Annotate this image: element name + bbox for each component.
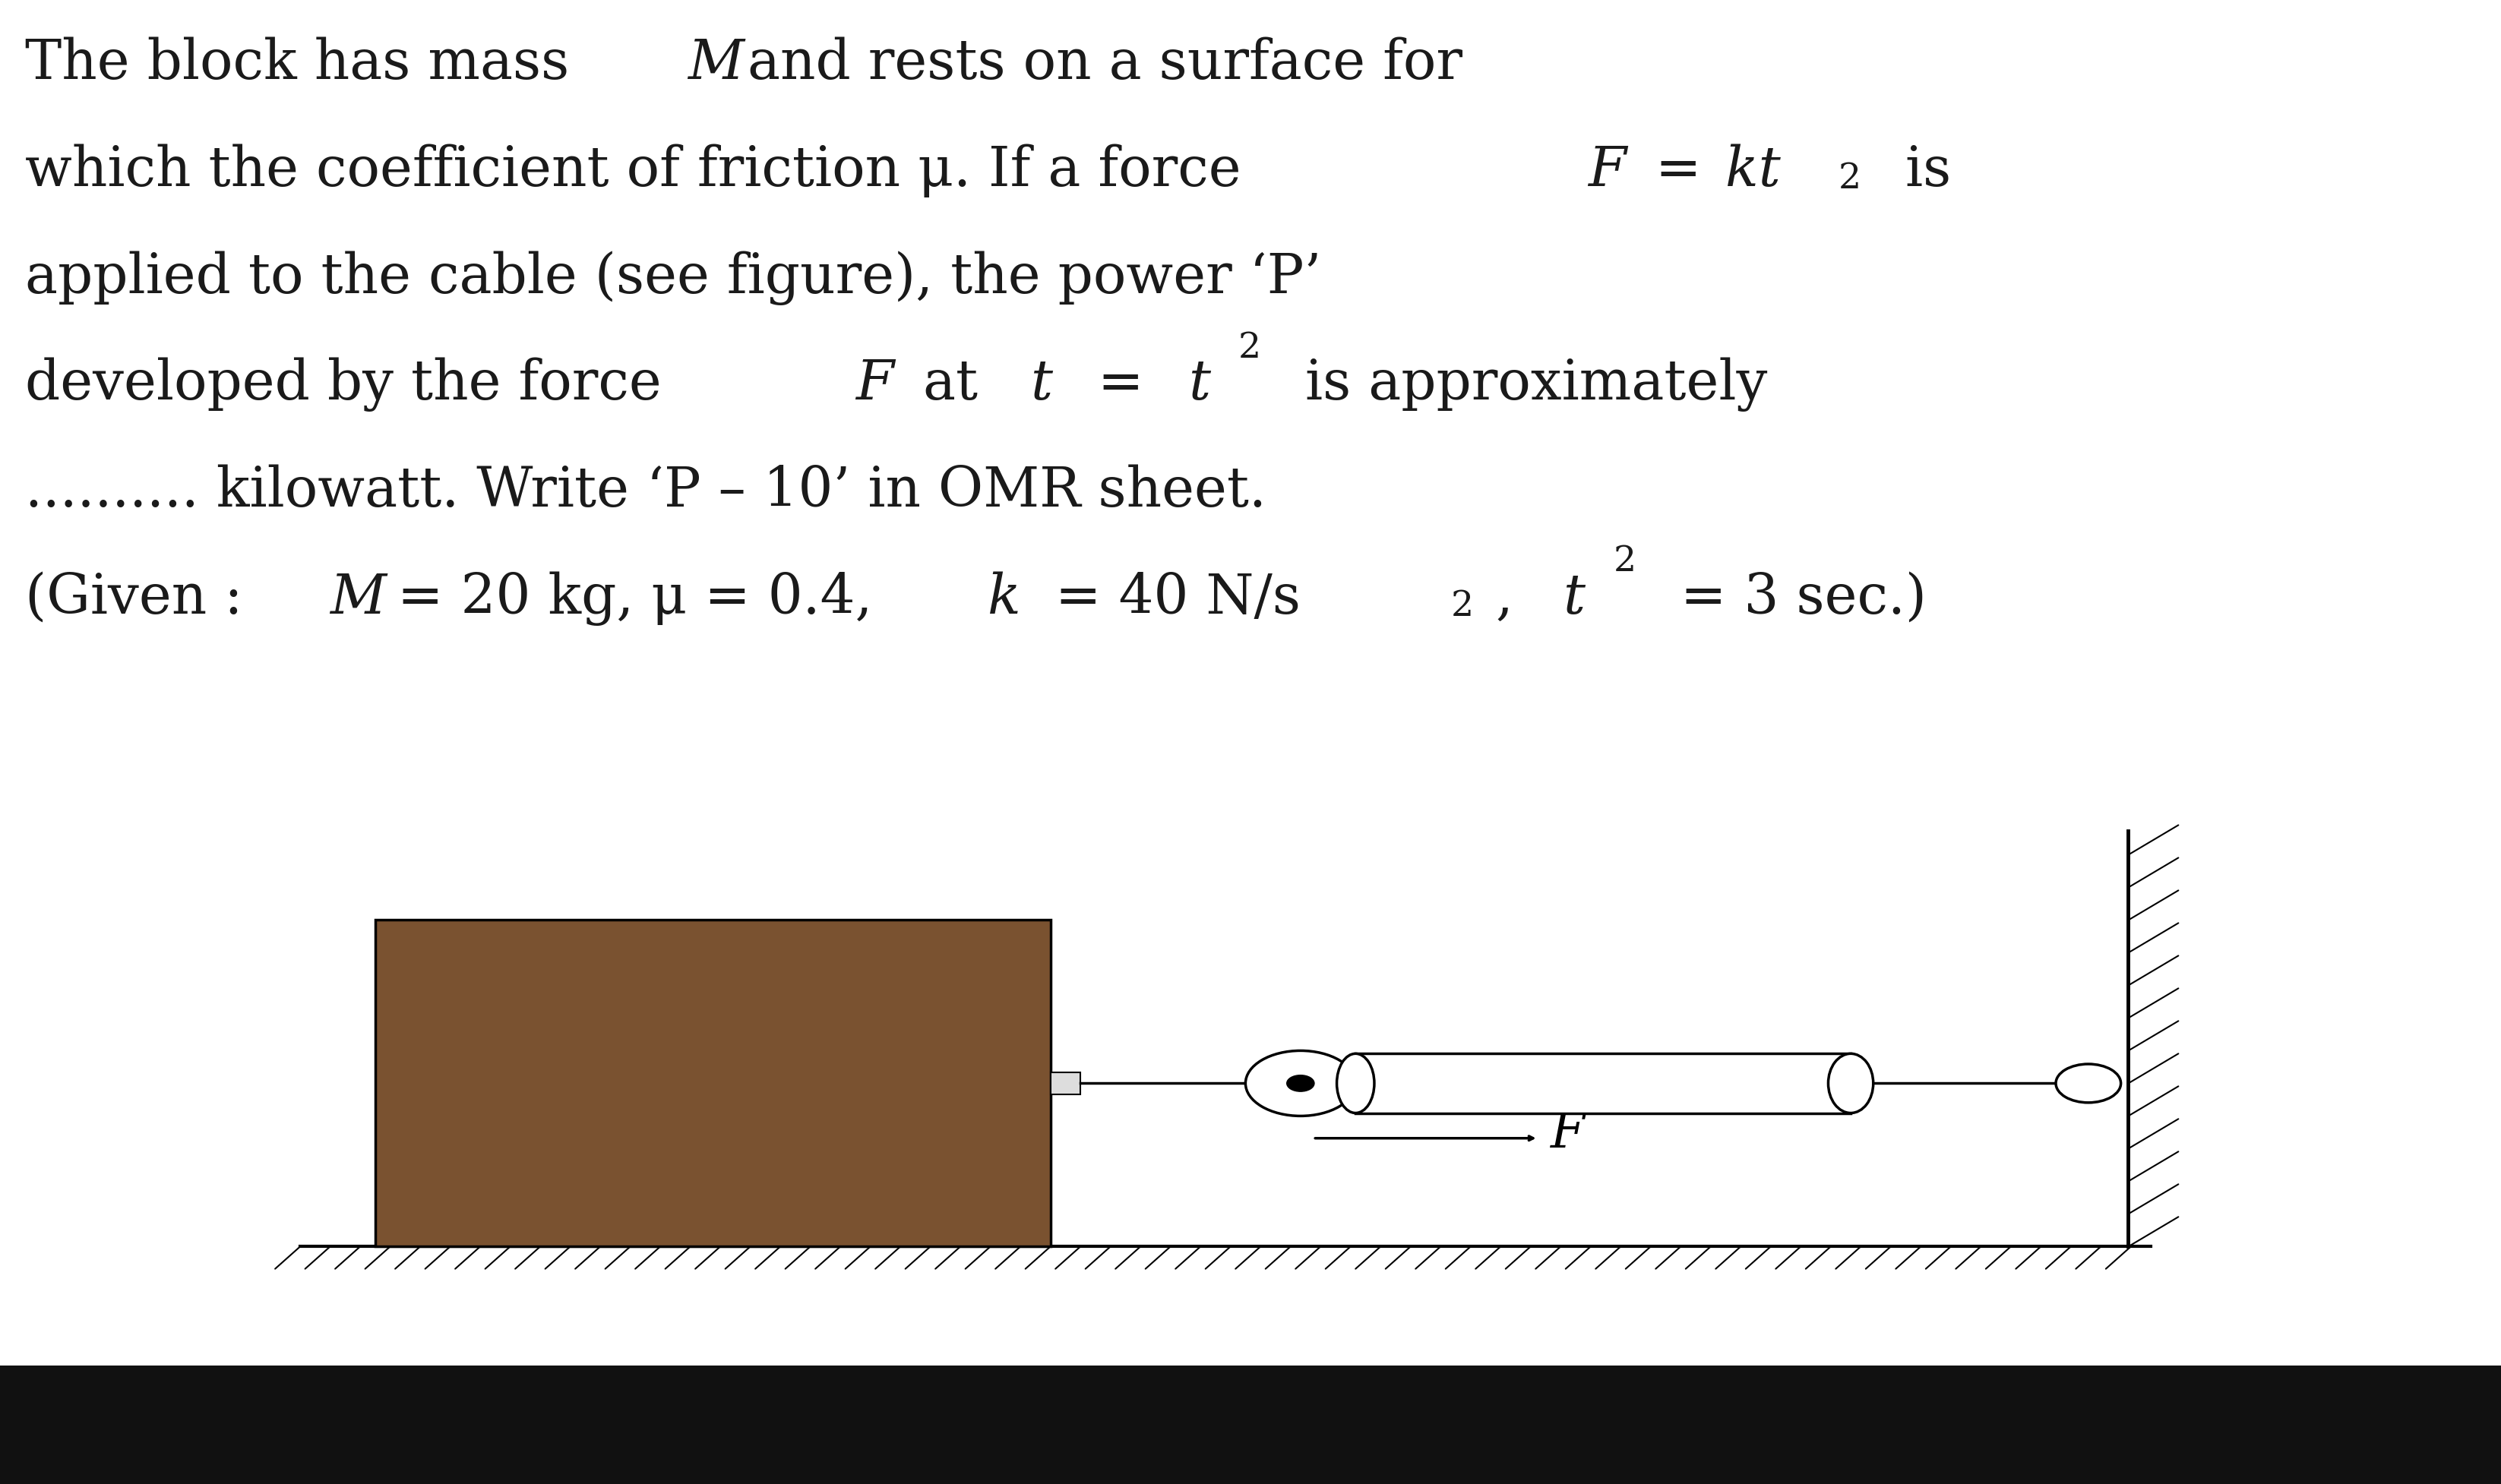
- Bar: [1050, 1071, 1080, 1095]
- Text: t: t: [1563, 571, 1586, 625]
- Bar: [1356, 1054, 1851, 1113]
- Text: ,: ,: [1496, 571, 1531, 625]
- Text: kt: kt: [1726, 144, 1781, 197]
- Text: which the coefficient of friction μ. If a force: which the coefficient of friction μ. If …: [25, 144, 1258, 197]
- Text: t: t: [1030, 358, 1053, 411]
- Text: applied to the cable (see figure), the power ‘P’: applied to the cable (see figure), the p…: [25, 251, 1321, 306]
- Ellipse shape: [1336, 1054, 1376, 1113]
- Text: .......... kilowatt. Write ‘P – 10’ in OMR sheet.: .......... kilowatt. Write ‘P – 10’ in O…: [25, 464, 1266, 518]
- Text: =: =: [1080, 358, 1160, 411]
- Text: 2: 2: [1838, 162, 1861, 196]
- Bar: [0, 1365, 2501, 1484]
- Text: at: at: [905, 358, 995, 411]
- Text: 2: 2: [1238, 331, 1261, 365]
- Text: M: M: [688, 37, 743, 91]
- Text: developed by the force: developed by the force: [25, 358, 678, 413]
- Text: The block has mass: The block has mass: [25, 37, 588, 91]
- Text: and rests on a surface for: and rests on a surface for: [730, 37, 1463, 91]
- Circle shape: [1245, 1051, 1356, 1116]
- Text: M: M: [330, 571, 385, 625]
- Circle shape: [2056, 1064, 2121, 1103]
- Ellipse shape: [1828, 1054, 1873, 1113]
- Text: 2: 2: [1613, 545, 1636, 579]
- Text: k: k: [988, 571, 1020, 625]
- Text: F: F: [1551, 1110, 1586, 1158]
- Bar: [375, 920, 1050, 1247]
- Text: = 40 N/s: = 40 N/s: [1038, 571, 1301, 625]
- Text: F: F: [1588, 144, 1626, 197]
- Text: = 3 sec.): = 3 sec.): [1663, 571, 1926, 625]
- Text: 2: 2: [1451, 589, 1473, 623]
- Text: = 20 kg, μ = 0.4,: = 20 kg, μ = 0.4,: [380, 571, 890, 626]
- Text: is approximately: is approximately: [1288, 358, 1768, 413]
- Text: =: =: [1638, 144, 1718, 197]
- Circle shape: [1286, 1074, 1316, 1092]
- Text: is: is: [1888, 144, 1951, 197]
- Text: t: t: [1188, 358, 1210, 411]
- Text: F: F: [855, 358, 893, 411]
- Text: (Given :: (Given :: [25, 571, 260, 625]
